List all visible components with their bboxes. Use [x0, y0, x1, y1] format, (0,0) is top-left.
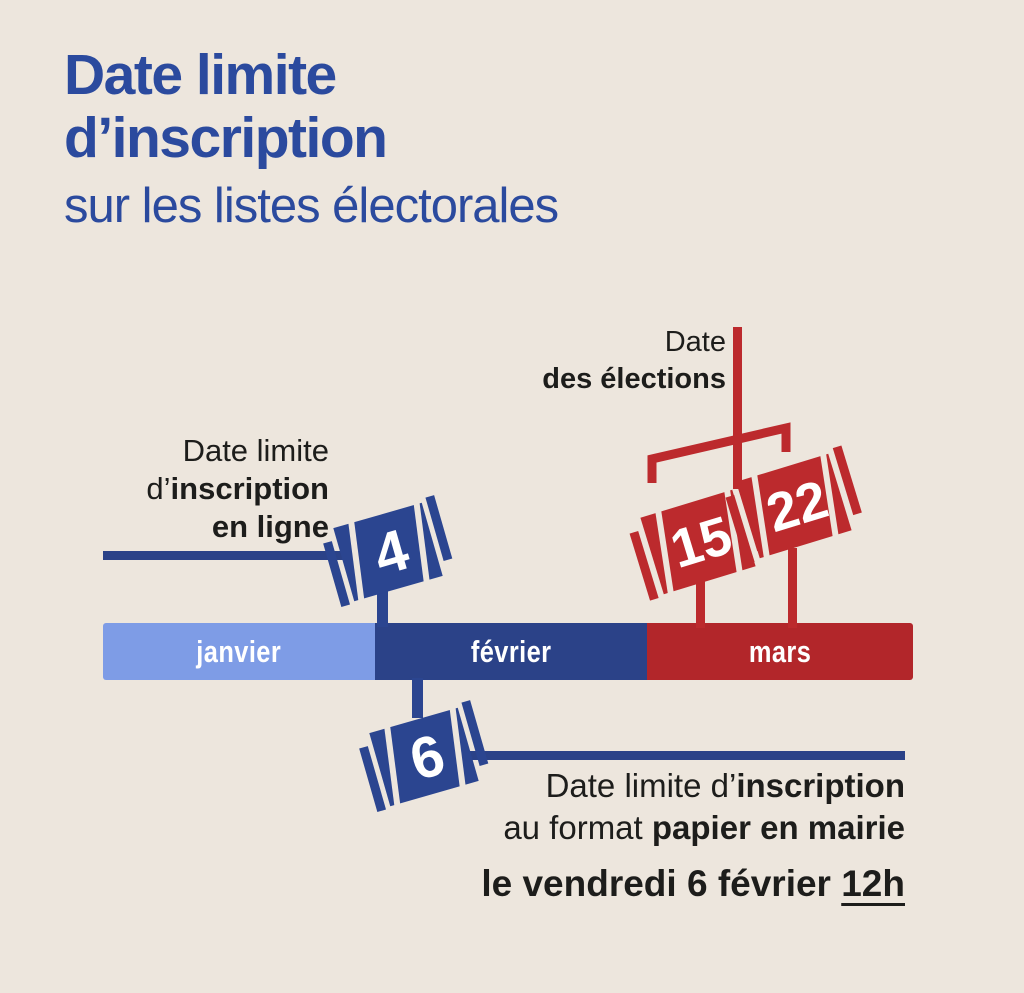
elections-label-line1: Date — [664, 326, 726, 358]
paper-label-line3-prefix: le vendredi 6 février — [481, 863, 842, 904]
paper-label-line2: au format papier en mairie — [481, 807, 905, 849]
elections-label-line2: des élections — [542, 363, 726, 395]
badge-slash — [383, 719, 402, 813]
elections-stem — [733, 327, 742, 489]
badge-slash — [448, 700, 467, 794]
month-label-fevrier: février — [470, 633, 552, 669]
timeline-month-mars: mars — [647, 623, 913, 680]
online-deadline-label: Date limite d’inscription en ligne — [146, 432, 329, 546]
paper-label-line1-prefix: Date limite d’ — [545, 767, 737, 804]
badge-slash — [654, 503, 675, 601]
badge-slash — [347, 514, 366, 608]
paper-day-stem — [412, 678, 423, 718]
online-label-line1: Date limite — [182, 433, 329, 468]
elections-label: Date des élections — [542, 324, 726, 398]
badge-notch-strip — [425, 495, 453, 562]
subtitle: sur les listes électorales — [64, 179, 559, 233]
online-label-line3: en ligne — [211, 509, 329, 544]
badge-slash — [750, 467, 771, 565]
timeline-month-janvier: janvier — [103, 623, 375, 680]
badge-slash — [412, 495, 431, 589]
election-day22-badge: 22 — [725, 445, 862, 565]
online-day-badge: 4 — [323, 495, 453, 608]
paper-label-line1-bold: inscription — [736, 767, 905, 804]
paper-label-line2-bold: papier en mairie — [651, 809, 905, 846]
online-label-line2-prefix: d’ — [146, 471, 171, 506]
paper-day-badge: 6 — [359, 700, 489, 813]
badge-notch-strip — [461, 700, 489, 767]
title-line-1: Date limite — [64, 43, 337, 107]
election-day22-stem — [788, 548, 797, 628]
online-label-line2: d’inscription — [146, 470, 329, 508]
online-label-line2-bold: inscription — [170, 471, 329, 506]
paper-label-line1: Date limite d’inscription — [481, 765, 905, 807]
paper-label-line2-prefix: au format — [503, 809, 652, 846]
online-day-stem — [377, 583, 388, 627]
timeline-bar: janvier février mars — [103, 623, 913, 680]
paper-label-line3-time: 12h — [841, 863, 905, 904]
badge-notch-strip — [359, 746, 387, 812]
paper-deadline-label: Date limite d’inscription au format papi… — [481, 765, 905, 907]
paper-connector-line — [450, 751, 905, 760]
badge-slash — [819, 446, 840, 544]
title-line-2: d’inscription — [64, 106, 388, 170]
elections-bracket — [647, 422, 791, 483]
timeline-month-fevrier: février — [375, 623, 647, 680]
badge-notch-strip — [629, 531, 659, 601]
title-block: Date limite d’inscription sur les listes… — [64, 43, 559, 234]
online-connector-line — [103, 551, 355, 560]
paper-label-line3: le vendredi 6 février 12h — [481, 861, 905, 907]
badge-notch-strip — [725, 495, 755, 565]
month-label-mars: mars — [748, 633, 812, 669]
badge-notch-strip — [323, 541, 351, 607]
badge-notch-strip — [832, 445, 862, 516]
month-label-janvier: janvier — [196, 633, 282, 669]
election-day15-stem — [696, 578, 705, 628]
